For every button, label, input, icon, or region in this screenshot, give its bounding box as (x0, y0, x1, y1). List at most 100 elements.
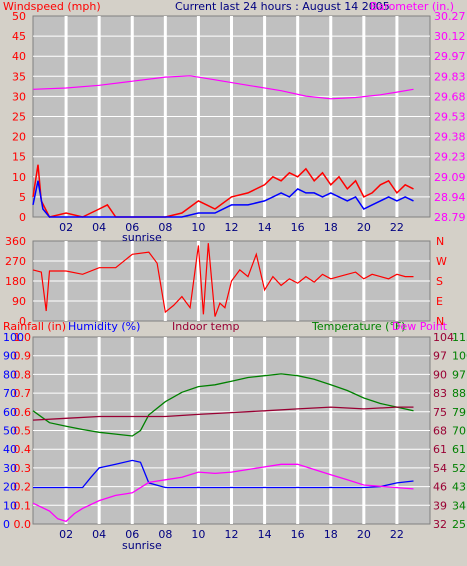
barometer-tick: 30.12 (434, 30, 466, 43)
direction-tick: 270 (5, 255, 26, 268)
windspeed-tick: 5 (19, 191, 26, 204)
temperature-tick: 46 (433, 481, 447, 494)
sunrise-label-bottom: sunrise (122, 539, 162, 552)
barometer-tick: 29.38 (434, 131, 466, 144)
hour-tick: 14 (258, 528, 272, 541)
windspeed-tick: 30 (12, 90, 26, 103)
windspeed-tick: 35 (12, 70, 26, 83)
humidity-tick: 60 (3, 406, 17, 419)
humidity-line (33, 459, 414, 489)
temperature-tick: 68 (433, 425, 447, 438)
hour-tick: 02 (59, 221, 73, 234)
humidity-tick: 20 (3, 481, 17, 494)
label-layer: 0 5 10 15 20 25 30 35 40 45 50 28.79 28.94 29.09 29.23… (3, 10, 467, 541)
hour-tick: 22 (390, 221, 404, 234)
direction-tick: 360 (5, 235, 26, 248)
rainfall-tick: 1.0 (14, 331, 32, 344)
barometer-tick: 29.09 (434, 171, 466, 184)
temperature-tick: 54 (433, 462, 447, 475)
rainfall-tick: 0.2 (14, 481, 32, 494)
temperature-tick: 32 (433, 518, 447, 531)
barometer-line (32, 75, 414, 100)
temperature-tick: 39 (433, 499, 447, 512)
hour-tick: 22 (390, 528, 404, 541)
dew-point-tick: 43 (452, 481, 466, 494)
indoor-temp-line (32, 406, 414, 421)
dew-point-tick: 79 (452, 406, 466, 419)
hour-tick: 18 (324, 221, 338, 234)
hour-tick: 06 (125, 221, 139, 234)
windspeed-tick: 15 (12, 151, 26, 164)
windspeed-axis-title: Windspeed (mph) (3, 0, 101, 13)
rainfall-tick: 0.7 (14, 387, 32, 400)
hour-tick: 02 (59, 528, 73, 541)
temperature-tick: 97 (433, 350, 447, 363)
rainfall-tick: 0.0 (14, 518, 32, 531)
windspeed-tick: 25 (12, 111, 26, 124)
hour-tick: 04 (92, 528, 106, 541)
direction-tick: 90 (12, 295, 26, 308)
humidity-tick: 10 (3, 499, 17, 512)
dew-point-tick: 25 (452, 518, 466, 531)
hour-tick: 08 (158, 528, 172, 541)
rainfall-tick: 0.8 (14, 368, 32, 381)
barometer-tick: 29.53 (434, 111, 466, 124)
compass-tick: E (436, 295, 443, 308)
humidity-tick: 80 (3, 368, 17, 381)
humidity-tick: 100 (3, 331, 24, 344)
windspeed-tick: 20 (12, 131, 26, 144)
dew-point-tick: 88 (452, 387, 466, 400)
barometer-tick: 29.68 (434, 90, 466, 103)
hour-tick: 20 (357, 221, 371, 234)
wind-direction-line (32, 243, 414, 317)
windspeed-avg-line (32, 180, 414, 218)
humidity-tick: 50 (3, 425, 17, 438)
compass-tick: N (436, 315, 444, 328)
temperature-line (32, 373, 414, 437)
rainfall-tick: 0.9 (14, 350, 32, 363)
humidity-tick: 40 (3, 443, 17, 456)
dew-point-tick: 52 (452, 462, 466, 475)
hour-tick: 10 (191, 221, 205, 234)
barometer-tick: 28.79 (434, 211, 466, 224)
series-layer (32, 75, 414, 523)
barometer-tick: 30.27 (434, 10, 466, 23)
hour-tick: 16 (291, 221, 305, 234)
windspeed-tick: 10 (12, 171, 26, 184)
humidity-tick: 70 (3, 387, 17, 400)
hour-tick: 16 (291, 528, 305, 541)
chart-title: Current last 24 hours : August 14 2005 (175, 0, 390, 13)
barometer-axis-title: Barometer (in.) (370, 0, 454, 13)
temperature-tick: 90 (433, 368, 447, 381)
hour-tick: 10 (191, 528, 205, 541)
dew-point-tick: 61 (452, 443, 466, 456)
temperature-tick: 61 (433, 443, 447, 456)
hour-tick: 14 (258, 221, 272, 234)
dew-point-tick: 115 (452, 331, 467, 344)
rainfall-tick: 0.4 (14, 443, 32, 456)
rainfall-tick: 0.5 (14, 425, 32, 438)
grid-layer (33, 16, 430, 524)
humidity-axis-title: Humidity (%) (68, 320, 140, 333)
rainfall-tick: 0.3 (14, 462, 32, 475)
barometer-tick: 28.94 (434, 191, 466, 204)
windspeed-tick: 45 (12, 30, 26, 43)
windspeed-tick: 50 (12, 10, 26, 23)
windspeed-tick: 40 (12, 50, 26, 63)
compass-tick: S (436, 275, 443, 288)
temperature-axis-title: Temperature (°F) (311, 320, 406, 333)
sunrise-label-top: sunrise (122, 231, 162, 244)
windspeed-gust-line (32, 164, 414, 218)
hour-tick: 12 (225, 221, 239, 234)
humidity-tick: 30 (3, 462, 17, 475)
barometer-tick: 29.83 (434, 70, 466, 83)
dew-point-tick: 34 (452, 499, 466, 512)
dew-point-axis-title: Dew Point (392, 320, 448, 333)
barometer-tick: 29.97 (434, 50, 466, 63)
compass-tick: N (436, 235, 444, 248)
compass-tick: W (436, 255, 447, 268)
windspeed-tick: 0 (19, 211, 26, 224)
direction-tick: 0 (19, 315, 26, 328)
